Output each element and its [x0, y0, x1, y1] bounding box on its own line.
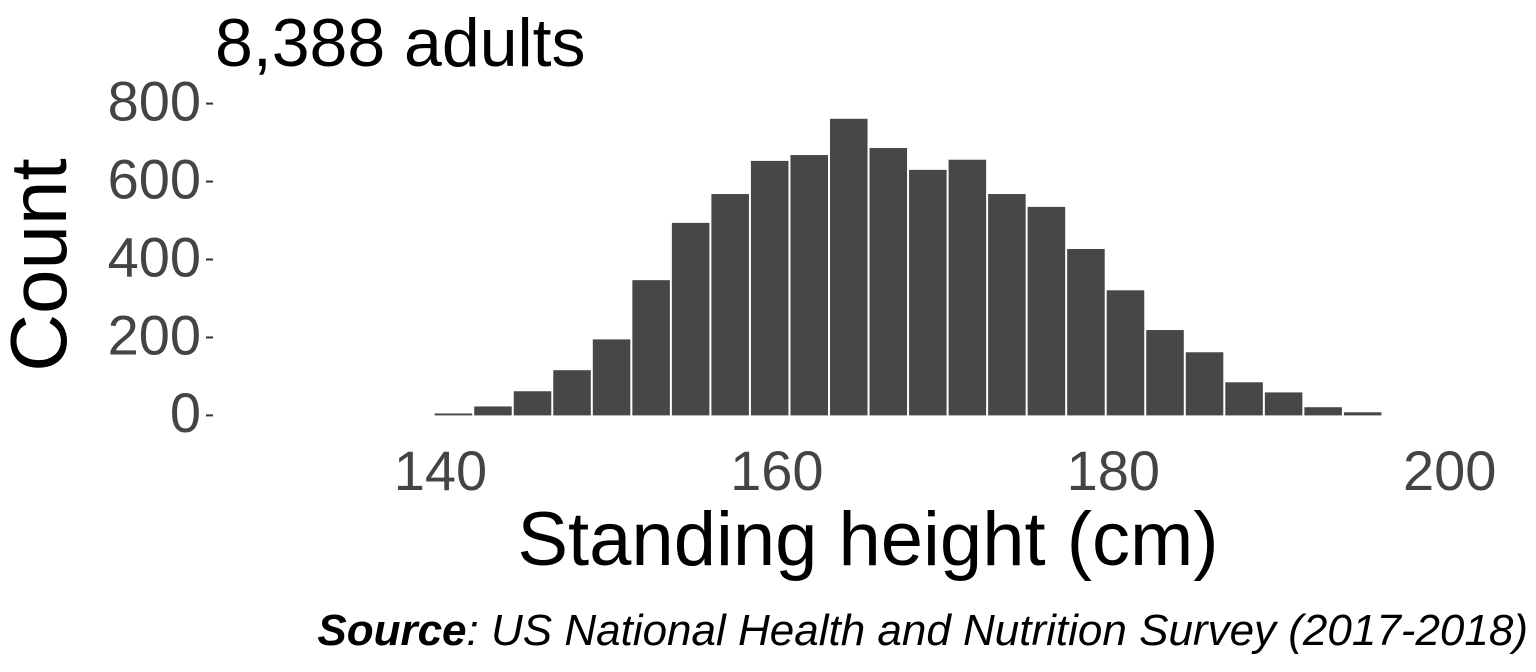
bar [829, 118, 868, 416]
bar [1185, 352, 1224, 416]
caption-text: : US National Health and Nutrition Surve… [467, 606, 1528, 655]
bar [790, 155, 828, 416]
bar [988, 194, 1026, 416]
bar [1146, 330, 1184, 416]
bar [513, 391, 552, 416]
bar [1067, 248, 1105, 416]
bar [1106, 290, 1145, 416]
bar [434, 413, 473, 416]
chart-title: 8,388 adults [215, 5, 586, 81]
x-tick-label: 200 [1403, 439, 1496, 502]
bar [474, 406, 512, 416]
bar [1027, 206, 1066, 416]
bar [1225, 382, 1263, 416]
bar [592, 339, 631, 416]
bar [553, 370, 591, 416]
y-tick-label: 800 [108, 69, 201, 132]
bar [1304, 407, 1342, 416]
x-tick-label: 140 [394, 439, 487, 502]
y-tick-label: 200 [108, 303, 201, 366]
x-tick-label: 160 [730, 439, 823, 502]
bar [750, 160, 789, 416]
bar [1343, 412, 1382, 416]
bar [632, 280, 670, 416]
y-axis-title: Count [0, 158, 83, 371]
bar [671, 222, 710, 416]
bar [711, 194, 749, 416]
bar [948, 159, 987, 416]
y-tick-label: 0 [170, 381, 201, 444]
bar [869, 148, 908, 416]
y-tick-label: 400 [108, 225, 201, 288]
bar [909, 169, 947, 416]
bar [1264, 392, 1303, 416]
y-tick-label: 600 [108, 147, 201, 210]
x-axis-title: Standing height (cm) [517, 497, 1218, 582]
x-tick-label: 180 [1067, 439, 1160, 502]
caption-label: Source [317, 606, 466, 655]
caption: Source: US National Health and Nutrition… [317, 606, 1528, 655]
